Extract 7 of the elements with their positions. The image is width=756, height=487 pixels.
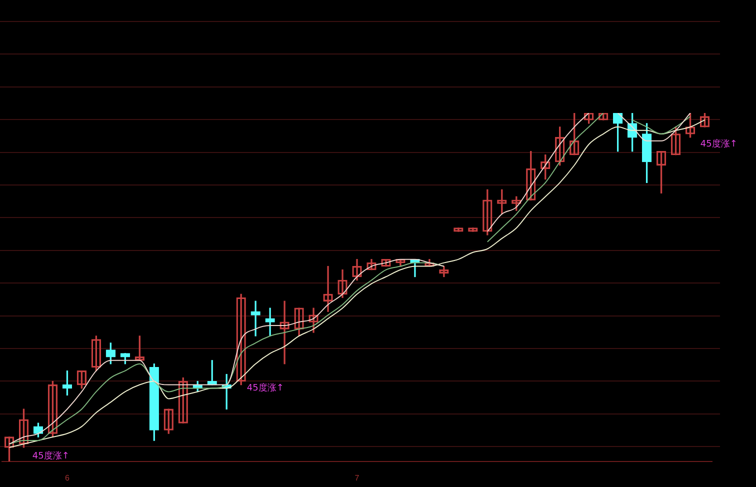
annotation: 45度涨↑ xyxy=(246,382,284,394)
annotation: 45度涨↑ xyxy=(32,450,70,462)
x-tick-label: 6 xyxy=(64,473,70,482)
candlestick xyxy=(250,300,260,336)
candlestick xyxy=(265,308,275,336)
x-tick-label: 7 xyxy=(354,473,360,482)
annotation: 45度涨↑ xyxy=(700,138,738,150)
